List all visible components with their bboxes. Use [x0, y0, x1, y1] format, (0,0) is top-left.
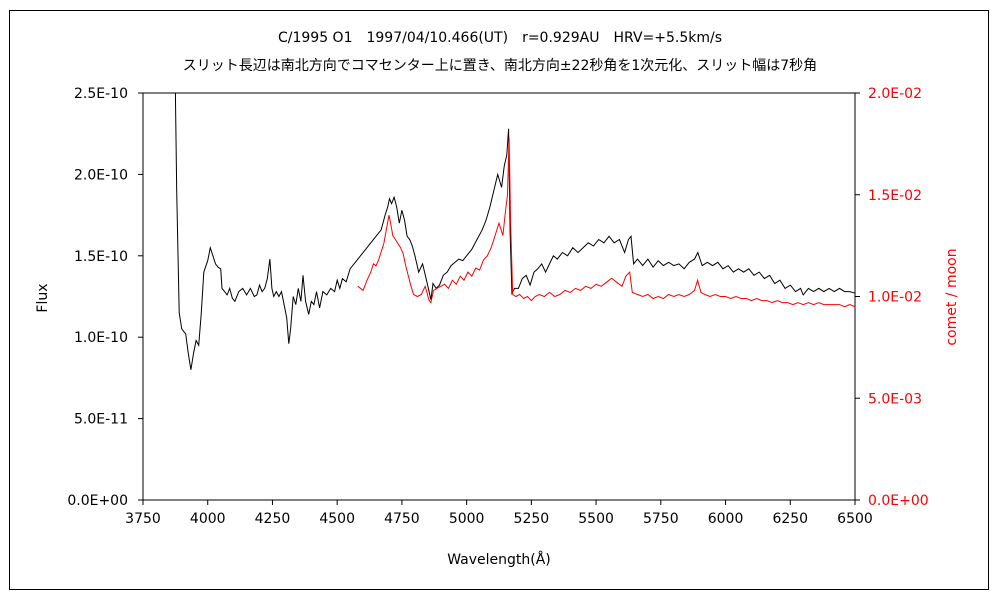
x-tick-label: 6000	[708, 511, 744, 527]
left-y-tick-label: 2.0E-10	[74, 167, 128, 183]
left-y-tick-label: 0.0E+00	[67, 493, 128, 509]
x-tick-label: 6250	[772, 511, 808, 527]
series-layer	[174, 92, 856, 370]
x-tick-label: 4000	[190, 511, 226, 527]
x-axis-label: Wavelength(Å)	[447, 551, 551, 568]
chart-subtitle: スリット長辺は南北方向でコマセンター上に置き、南北方向±22秒角を1次元化、スリ…	[182, 58, 818, 74]
left-y-tick-label: 1.5E-10	[74, 249, 128, 265]
right-y-axis: 0.0E+00 5.0E-03 1.0E-02 1.5E-02 2.0E-02	[855, 86, 929, 509]
chart-frame	[9, 10, 989, 590]
chart-title: C/1995 O1 1997/04/10.466(UT) r=0.929AU H…	[277, 30, 723, 46]
series-flux-line	[174, 92, 856, 370]
x-tick-label: 4500	[319, 511, 355, 527]
right-y-tick-label: 1.0E-02	[868, 290, 922, 306]
x-axis: 3750 4000 4250 4500 4750 5000 5250 5500 5750 6000…	[125, 500, 873, 527]
x-tick-label: 3750	[125, 511, 161, 527]
x-tick-label: 5250	[514, 511, 550, 527]
x-tick-label: 4750	[384, 511, 420, 527]
x-tick-label: 5500	[578, 511, 614, 527]
left-y-tick-label: 1.0E-10	[74, 330, 128, 346]
series-comet-moon-line	[357, 137, 856, 308]
right-y-tick-label: 1.5E-02	[868, 188, 922, 204]
plot-area	[142, 92, 856, 501]
left-y-axis-label: Flux	[35, 283, 51, 312]
x-tick-label: 6500	[837, 511, 873, 527]
left-y-tick-label: 5.0E-11	[74, 412, 128, 428]
x-tick-label: 5000	[449, 511, 485, 527]
x-tick-label: 5750	[643, 511, 679, 527]
right-y-tick-label: 0.0E+00	[868, 493, 929, 509]
right-y-tick-label: 2.0E-02	[868, 86, 922, 102]
right-y-axis-label: comet / moon	[944, 248, 960, 345]
right-y-tick-label: 5.0E-03	[868, 391, 922, 407]
left-y-axis: 0.0E+00 5.0E-11 1.0E-10 1.5E-10 2.0E-10 2.5E-…	[67, 86, 143, 509]
left-y-tick-label: 2.5E-10	[74, 86, 128, 102]
x-tick-label: 4250	[255, 511, 291, 527]
